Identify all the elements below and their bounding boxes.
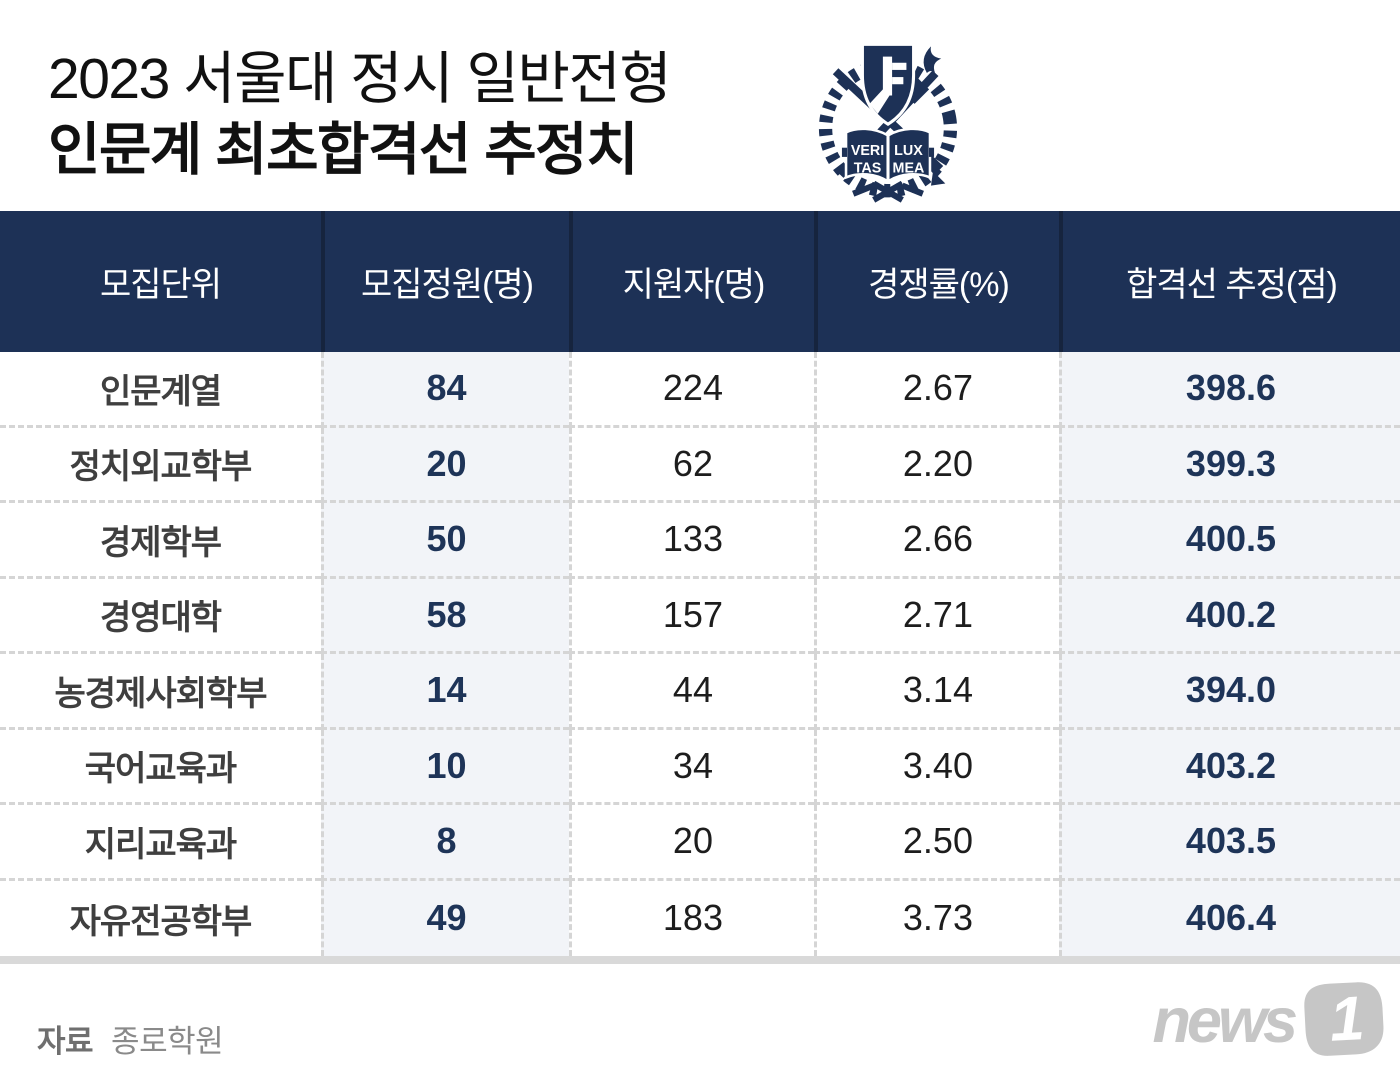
motto-mea: MEA xyxy=(893,160,925,176)
cell-ratio: 2.66 xyxy=(813,503,1059,579)
cell-ratio: 2.20 xyxy=(813,427,1059,503)
cell-ratio: 2.71 xyxy=(813,578,1059,654)
book-icon xyxy=(841,127,935,184)
footer: 자료 종로학원 news 1 xyxy=(0,964,1400,1089)
table-row: 지리교육과 8 20 2.50 403.5 xyxy=(0,805,1400,881)
table-row: 인문계열 84 224 2.67 398.6 xyxy=(0,352,1400,428)
motto-lux: LUX xyxy=(894,143,923,159)
cell-quota: 20 xyxy=(321,427,569,503)
table-row: 경제학부 50 133 2.66 400.5 xyxy=(0,503,1400,579)
cell-unit: 농경제사회학부 xyxy=(0,654,322,730)
emblem-motto: VERI TAS LUX MEA xyxy=(851,143,925,176)
cell-quota: 10 xyxy=(321,729,569,805)
title-block: 2023 서울대 정시 일반전형 인문계 최초합격선 추정치 xyxy=(0,0,1400,211)
news1-badge-icon: 1 xyxy=(1304,982,1384,1056)
table-row: 자유전공학부 49 183 3.73 406.4 xyxy=(0,880,1400,956)
cell-applicants: 34 xyxy=(568,729,814,805)
cell-applicants: 224 xyxy=(568,352,814,428)
cell-quota: 58 xyxy=(321,578,569,654)
cell-unit: 정치외교학부 xyxy=(0,428,322,503)
table-header-row: 모집단위 모집정원(명) 지원자(명) 경쟁률(%) 합격선 추정(점) xyxy=(0,211,1400,352)
cell-unit: 자유전공학부 xyxy=(69,902,253,941)
news1-logo: news 1 xyxy=(1152,980,1386,1058)
cell-applicants: 62 xyxy=(568,427,814,503)
page-title-line1: 2023 서울대 정시 일반전형 xyxy=(48,47,672,111)
col-header-quota: 모집정원(명) xyxy=(321,211,569,352)
col-header-applicants: 지원자(명) xyxy=(568,211,814,352)
cell-applicants: 44 xyxy=(568,654,814,730)
cell-quota: 49 xyxy=(321,880,569,956)
cell-cutoff: 399.3 xyxy=(1058,427,1400,503)
table-row: 농경제사회학부 14 44 3.14 394.0 xyxy=(0,654,1400,730)
cell-applicants: 20 xyxy=(568,805,814,881)
cell-ratio: 3.40 xyxy=(813,729,1059,805)
cell-quota: 8 xyxy=(321,805,569,881)
cell-ratio: 3.14 xyxy=(813,654,1059,730)
table-row: 국어교육과 10 34 3.40 403.2 xyxy=(0,729,1400,805)
table-row: 경영대학 58 157 2.71 400.2 xyxy=(0,578,1400,654)
cell-cutoff: 400.2 xyxy=(1058,578,1400,654)
cell-unit: 경제학부 xyxy=(0,503,322,579)
col-header-cutoff: 합격선 추정(점) xyxy=(1058,211,1400,352)
wreath-cross xyxy=(852,180,924,203)
cell-applicants: 133 xyxy=(568,503,814,579)
table-row: 정치외교학부 20 62 2.20 399.3 xyxy=(0,427,1400,503)
cell-ratio: 3.73 xyxy=(813,880,1059,956)
cell-quota: 50 xyxy=(321,503,569,579)
table-body: 인문계열 84 224 2.67 398.6 정치외교학부 20 62 2.20 399.3 경제학… xyxy=(0,352,1400,956)
col-header-ratio: 경쟁률(%) xyxy=(813,211,1059,352)
cell-cutoff: 403.2 xyxy=(1058,729,1400,805)
snu-emblem-icon: VERI TAS LUX MEA xyxy=(818,42,958,203)
cell-unit: 경영대학 xyxy=(0,579,322,654)
cell-unit: 국어교육과 xyxy=(0,730,322,805)
motto-veri: VERI xyxy=(851,143,884,159)
source-label: 자료 xyxy=(37,1024,94,1059)
source-value: 종로학원 xyxy=(111,1024,224,1059)
cell-cutoff: 406.4 xyxy=(1058,880,1400,956)
cell-unit: 인문계열 xyxy=(0,352,322,428)
cell-applicants: 157 xyxy=(568,578,814,654)
badge-digit: 1 xyxy=(1328,984,1366,1055)
cell-cutoff: 400.5 xyxy=(1058,503,1400,579)
news1-wordmark: news xyxy=(1152,985,1298,1056)
table-bottom-bar xyxy=(0,956,1400,964)
cell-cutoff: 403.5 xyxy=(1058,805,1400,881)
cell-quota: 14 xyxy=(321,654,569,730)
cell-ratio: 2.50 xyxy=(813,805,1059,881)
shield-monogram xyxy=(869,56,907,114)
cell-cutoff: 398.6 xyxy=(1058,352,1400,428)
cell-quota: 84 xyxy=(321,352,569,428)
cell-cutoff: 394.0 xyxy=(1058,654,1400,730)
cell-applicants: 183 xyxy=(568,880,814,956)
page-title-line2: 인문계 최초합격선 추정치 xyxy=(48,118,639,182)
motto-tas: TAS xyxy=(854,160,882,176)
cell-ratio: 2.67 xyxy=(813,352,1059,428)
col-header-unit: 모집단위 xyxy=(99,266,222,304)
data-source: 자료 종로학원 xyxy=(37,1016,224,1061)
cell-unit: 지리교육과 xyxy=(0,805,322,881)
